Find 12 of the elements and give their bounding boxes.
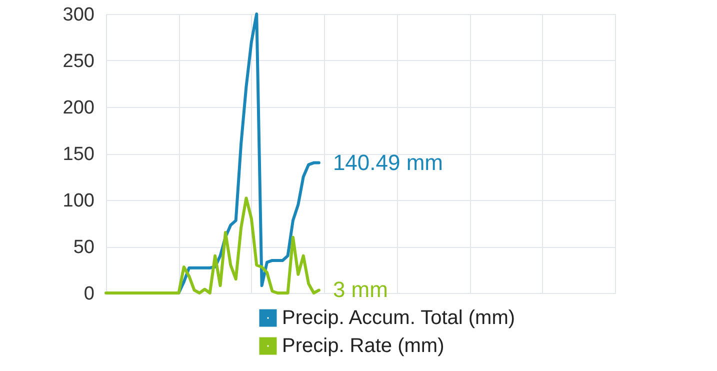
- legend-label: Precip. Accum. Total (mm): [282, 307, 516, 329]
- y-tick-label: 100: [62, 190, 94, 212]
- y-tick-label: 50: [73, 237, 94, 258]
- line-series: [104, 196, 320, 294]
- y-tick-label: 300: [62, 4, 94, 26]
- annotation: 3 mm: [332, 277, 388, 302]
- y-tick-label: 0: [84, 284, 94, 304]
- legend-label: Precip. Rate (mm): [282, 335, 444, 357]
- y-tick-label: 200: [62, 98, 94, 118]
- y-tick-label: 250: [62, 51, 94, 72]
- annotation: 140.49 mm: [332, 150, 444, 175]
- y-tick-label: 150: [62, 144, 94, 165]
